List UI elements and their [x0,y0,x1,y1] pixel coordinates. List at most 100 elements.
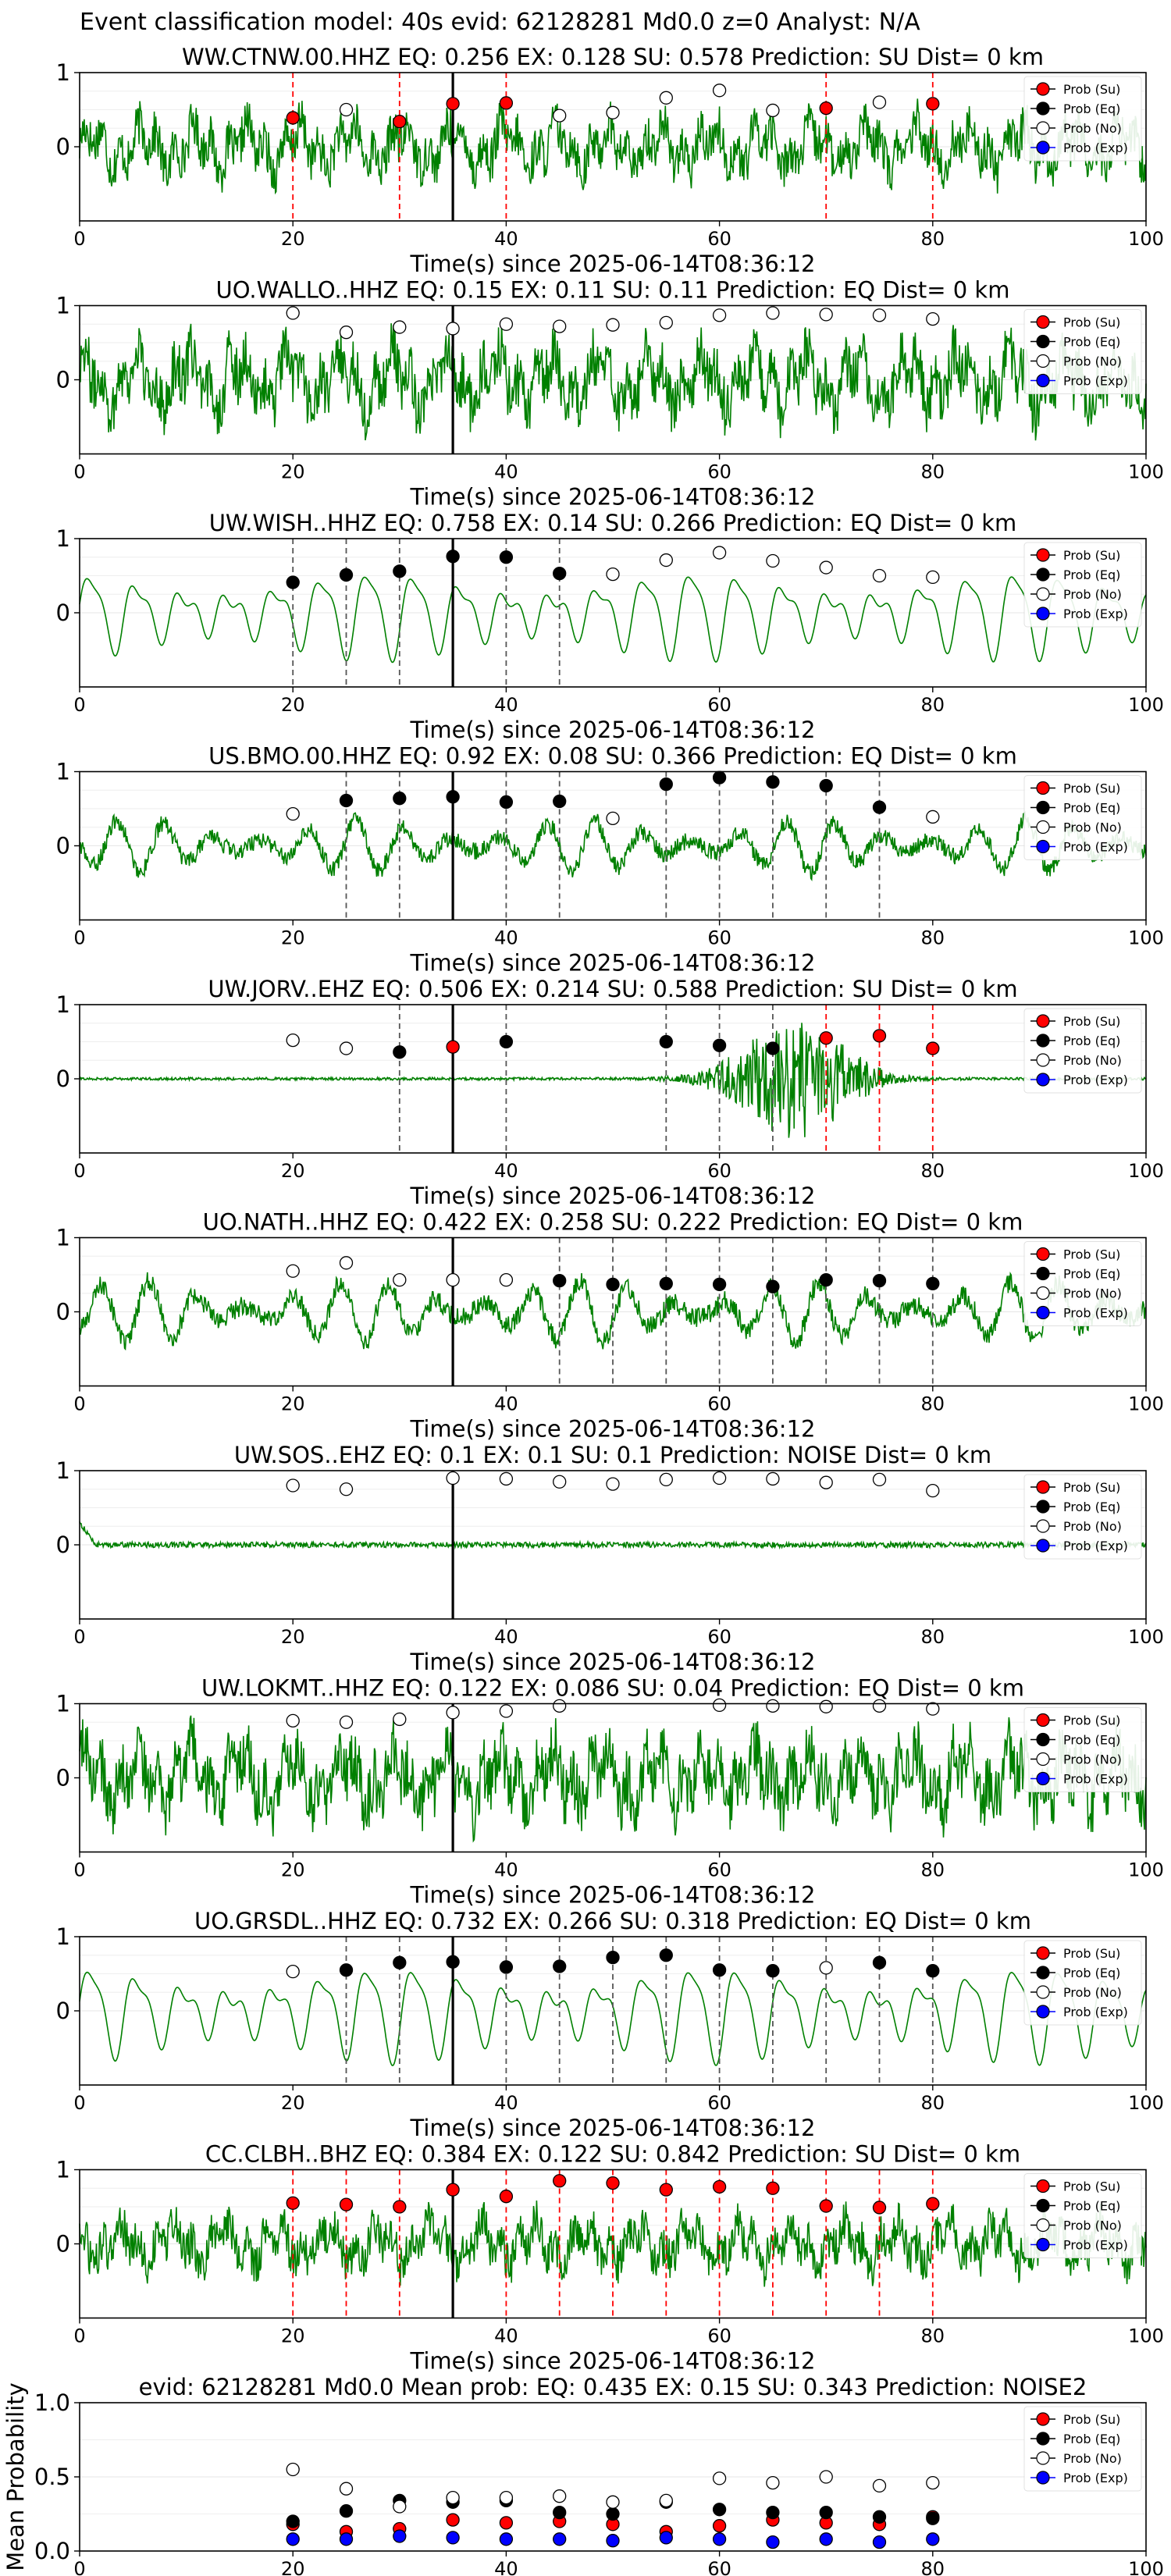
y-tick-label: 1 [56,525,70,552]
mean-prob-marker-eq [712,2503,727,2517]
panel-7: UW.LOKMT..HHZ EQ: 0.122 EX: 0.086 SU: 0.… [56,1675,1164,1909]
mean-prob-marker-no [819,2470,833,2484]
x-tick-label: 0 [73,1859,85,1881]
legend-marker-no [1036,2451,1050,2465]
mean-prob-marker-exp [499,2532,514,2546]
x-tick-label: 80 [921,694,945,716]
x-tick-label: 80 [921,927,945,949]
prob-marker-eq [499,1034,514,1049]
y-tick-label: 1 [56,1923,70,1950]
legend-marker-exp [1036,839,1050,854]
prob-marker-no [819,1699,833,1713]
prob-marker-no [712,1698,727,1713]
panel-0: WW.CTNW.00.HHZ EQ: 0.256 EX: 0.128 SU: 0… [56,44,1164,277]
legend-label-exp: Prob (Exp) [1063,1772,1128,1787]
x-tick-label: 60 [707,1626,731,1648]
prob-marker-no [553,319,567,333]
prob-marker-no [712,308,727,322]
prob-marker-no [606,1477,620,1491]
y-axis-label: Mean Probability [2,2382,29,2571]
prob-marker-no [393,1712,407,1727]
mean-prob-marker-exp [446,2531,460,2545]
y-tick-label: 1 [56,1691,70,1717]
prob-marker-eq [393,1955,407,1969]
panel-10: evid: 62128281 Md0.0 Mean prob: EQ: 0.43… [2,2374,1164,2576]
prob-marker-su [393,115,407,129]
legend-label-su: Prob (Su) [1063,2179,1120,2194]
legend-label-eq: Prob (Eq) [1063,1267,1120,1282]
prob-marker-eq [606,1277,620,1291]
prob-marker-no [339,102,354,117]
y-tick-label: 1 [56,293,70,319]
panel-2: UW.WISH..HHZ EQ: 0.758 EX: 0.14 SU: 0.26… [56,510,1164,743]
mean-prob-marker-eq [339,2504,354,2518]
legend-label-eq: Prob (Eq) [1063,1733,1120,1748]
prob-marker-su [553,2174,567,2188]
prob-marker-no [712,84,727,98]
prob-marker-no [446,1471,460,1485]
x-tick-label: 100 [1128,1160,1164,1182]
prob-marker-su [659,2183,673,2197]
waveform-trace [79,1715,1147,1843]
y-tick-label: 1 [56,759,70,785]
x-axis-label: Time(s) since 2025-06-14T08:36:12 [410,717,816,743]
legend-marker-no [1036,354,1050,368]
prob-marker-no [712,1471,727,1485]
panel-title: UW.WISH..HHZ EQ: 0.758 EX: 0.14 SU: 0.26… [209,510,1017,536]
panel-title: UW.LOKMT..HHZ EQ: 0.122 EX: 0.086 SU: 0.… [201,1675,1024,1702]
y-tick-label: 0 [56,1066,70,1092]
prob-marker-no [766,103,780,118]
legend-marker-no [1036,587,1050,601]
y-tick-label: 0 [56,367,70,393]
x-axis-label: Time(s) since 2025-06-14T08:36:12 [410,950,816,977]
mean-prob-marker-no [393,2500,407,2514]
prob-marker-eq [766,1041,780,1055]
x-tick-label: 40 [494,927,518,949]
x-tick-label: 80 [921,2558,945,2576]
x-tick-label: 40 [494,694,518,716]
prob-marker-eq [606,1950,620,1965]
legend-marker-su [1036,315,1050,329]
x-tick-label: 100 [1128,461,1164,483]
x-tick-label: 40 [494,1626,518,1648]
x-tick-label: 20 [281,1626,305,1648]
prob-marker-no [499,1704,514,1718]
prob-marker-no [872,1472,887,1487]
prob-marker-eq [659,1948,673,1962]
prob-marker-no [819,1961,833,1975]
legend-marker-su [1036,781,1050,795]
legend-marker-exp [1036,1305,1050,1320]
panel-title: UO.GRSDL..HHZ EQ: 0.732 EX: 0.266 SU: 0.… [194,1908,1031,1934]
mean-prob-marker-eq [766,2505,780,2520]
x-tick-label: 60 [707,228,731,250]
legend-label-su: Prob (Su) [1063,1247,1120,1262]
legend-marker-exp [1036,1539,1050,1553]
panel-title: WW.CTNW.00.HHZ EQ: 0.256 EX: 0.128 SU: 0… [182,44,1044,70]
legend-box [1023,1008,1142,1094]
legend-box [1023,1241,1142,1326]
legend-label-eq: Prob (Eq) [1063,1966,1120,1980]
legend-label-exp: Prob (Exp) [1063,607,1128,621]
mean-prob-marker-eq [286,2514,300,2528]
x-tick-label: 100 [1128,1859,1164,1881]
waveform-trace [79,810,1147,882]
mean-prob-marker-exp [872,2535,887,2549]
legend-marker-exp [1036,373,1050,388]
prob-marker-eq [872,1955,887,1969]
prob-marker-eq [766,1279,780,1293]
mean-prob-marker-no [553,2489,567,2503]
prob-marker-eq [872,800,887,814]
prob-marker-no [499,1471,514,1486]
prob-marker-eq [926,1276,940,1291]
x-axis-label: Time(s) since 2025-06-14T08:36:12 [410,484,816,511]
prob-marker-eq [659,1034,673,1049]
x-tick-label: 60 [707,1859,731,1881]
mean-prob-marker-no [659,2493,673,2508]
prob-marker-no [286,1264,300,1278]
prob-marker-no [659,315,673,330]
prob-marker-no [553,1699,567,1713]
prob-marker-no [712,546,727,560]
prob-marker-eq [446,550,460,564]
legend-label-no: Prob (No) [1063,2451,1122,2466]
